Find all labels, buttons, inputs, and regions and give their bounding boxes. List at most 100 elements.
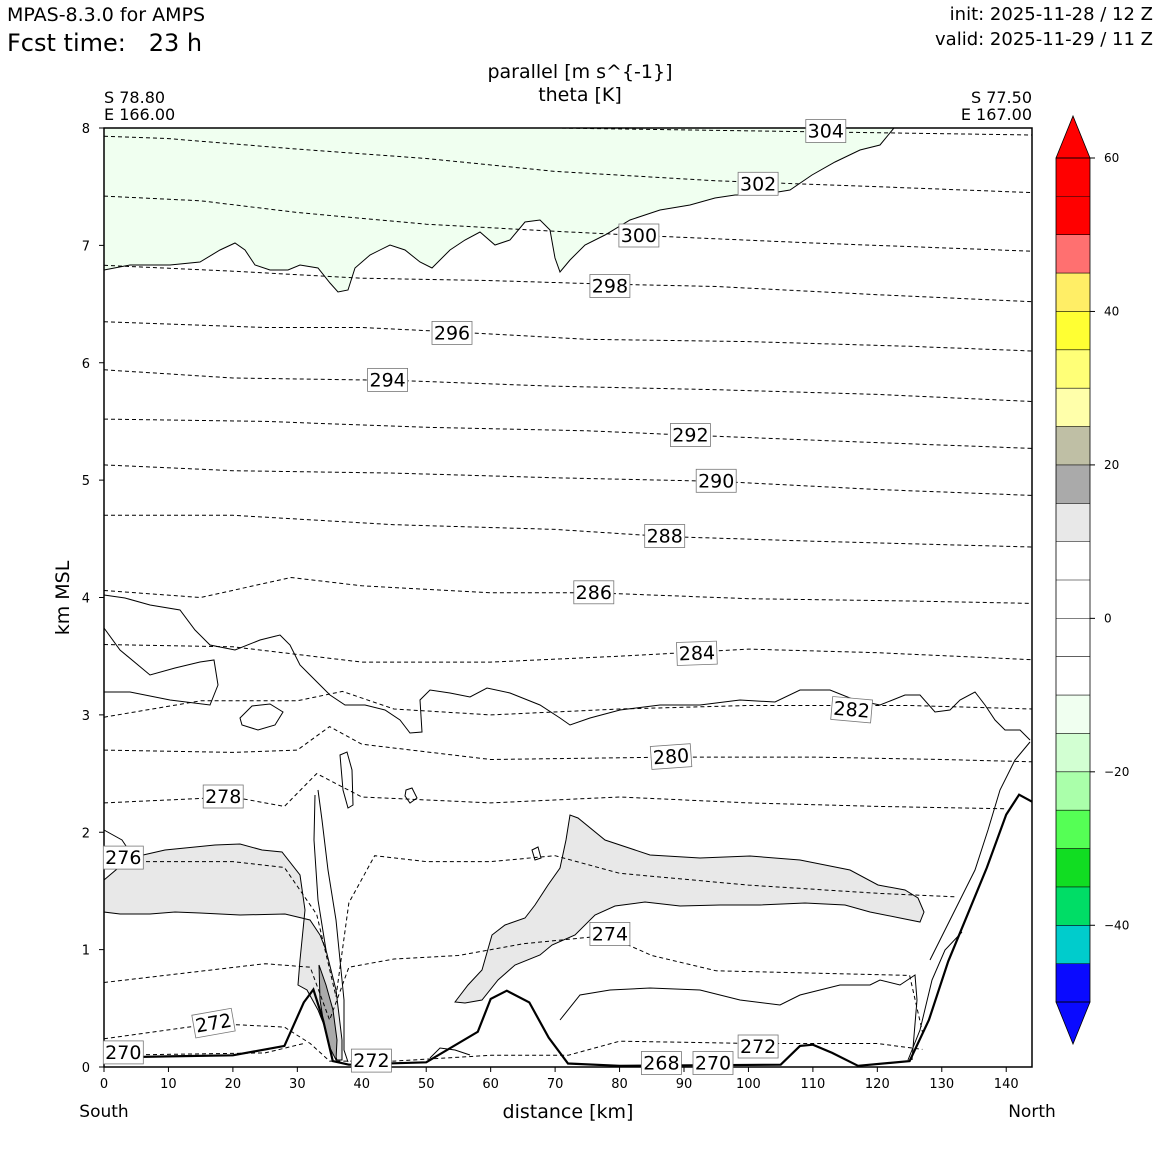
valid-time: valid: 2025-11-29 / 11 Z bbox=[935, 29, 1153, 50]
solid-contour-8 bbox=[317, 789, 349, 1063]
theta-label: 296 bbox=[431, 320, 473, 345]
theta-label-text: 298 bbox=[592, 276, 628, 298]
colorbar-segment bbox=[1056, 541, 1090, 580]
theta-label-text: 272 bbox=[740, 1036, 776, 1058]
theta-label: 278 bbox=[202, 784, 244, 809]
theta-label-text: 270 bbox=[105, 1042, 141, 1064]
theta-label-text: 286 bbox=[576, 582, 612, 604]
theta-label: 294 bbox=[367, 367, 409, 392]
solid-contour-1 bbox=[103, 594, 1031, 741]
shade-gray-left bbox=[103, 843, 343, 1061]
solid-contour-12 bbox=[907, 931, 963, 1061]
theta-line-276 bbox=[104, 855, 955, 997]
theta-label-text: 296 bbox=[434, 322, 470, 344]
theta-label: 288 bbox=[644, 524, 686, 548]
theta-label-box bbox=[737, 171, 779, 196]
theta-label-box bbox=[641, 1051, 682, 1075]
theta-label: 304 bbox=[805, 119, 847, 143]
theta-label-box bbox=[573, 580, 615, 605]
theta-label: 274 bbox=[589, 922, 631, 946]
solid-contour-5 bbox=[404, 787, 418, 804]
theta-contour-labels: 304 302 300 298 296 294 292 290 288 286 284 282 280 2… bbox=[102, 119, 874, 1075]
model-title: MPAS-8.3.0 for AMPS bbox=[7, 4, 206, 26]
theta-label: 282 bbox=[830, 696, 874, 724]
theta-label-box bbox=[737, 1034, 779, 1059]
x-axis-label: distance [km] bbox=[503, 1101, 634, 1123]
colorbar-segment bbox=[1056, 273, 1090, 312]
colorbar-segment bbox=[1056, 388, 1090, 427]
colorbar-tick-label: −20 bbox=[1104, 765, 1129, 779]
x-tick-label: 100 bbox=[736, 1077, 761, 1092]
y-tick-label: 4 bbox=[82, 592, 90, 607]
colorbar-segment bbox=[1056, 196, 1090, 235]
theta-label-text: 288 bbox=[647, 526, 683, 548]
colorbar-segment bbox=[1056, 963, 1090, 1002]
theta-label-text: 276 bbox=[105, 847, 141, 869]
colorbar-frame bbox=[1055, 157, 1091, 1003]
y-tick-label: 7 bbox=[82, 239, 90, 254]
theta-line-286 bbox=[103, 576, 1033, 604]
theta-label-text: 282 bbox=[833, 698, 871, 723]
shade-light-green-upper bbox=[103, 127, 896, 293]
colorbar-segment bbox=[1056, 503, 1090, 542]
theta-label: 300 bbox=[618, 223, 660, 248]
theta-label-box bbox=[644, 524, 686, 548]
colorbar-segment bbox=[1056, 349, 1090, 389]
theta-label-box bbox=[805, 119, 847, 143]
theta-label-text: 284 bbox=[678, 642, 715, 665]
north-label: North bbox=[1008, 1102, 1056, 1122]
theta-label-box bbox=[692, 1051, 734, 1075]
theta-label: 270 bbox=[102, 1040, 144, 1065]
theta-label: 302 bbox=[737, 171, 779, 196]
wind-shading bbox=[103, 127, 925, 1062]
x-tick-label: 50 bbox=[418, 1077, 435, 1092]
x-tick-label: 120 bbox=[865, 1077, 890, 1092]
theta-isentropes bbox=[103, 127, 1033, 1062]
theta-line-270 bbox=[103, 1043, 304, 1056]
theta-label-text: 304 bbox=[808, 121, 844, 143]
x-tick-label: 30 bbox=[289, 1077, 306, 1092]
theta-label: 298 bbox=[589, 274, 631, 298]
colorbar-segment bbox=[1056, 656, 1090, 696]
colorbar-tick-label: −40 bbox=[1104, 918, 1129, 932]
colorbar-tick-label: 20 bbox=[1104, 458, 1119, 472]
colorbar-segment bbox=[1056, 695, 1090, 734]
solid-contour-9 bbox=[313, 794, 327, 951]
theta-label-text: 294 bbox=[369, 369, 405, 391]
theta-label-box bbox=[676, 640, 718, 666]
axis-ticks: 0 10 20 30 40 50 60 70 80 90 100 110 120 130 140 0 1 2 3 4 5… bbox=[82, 122, 1019, 1092]
colorbar-segment bbox=[1056, 925, 1090, 964]
theta-label-text: 292 bbox=[672, 425, 708, 447]
theta-label-text: 300 bbox=[621, 225, 657, 247]
theta-label: 276 bbox=[102, 845, 144, 870]
colorbar-segment bbox=[1056, 234, 1090, 274]
x-tick-label: 40 bbox=[354, 1077, 371, 1092]
theta-label: 270 bbox=[692, 1051, 734, 1075]
theta-line-278 bbox=[103, 772, 1007, 810]
colorbar-tick-label: 40 bbox=[1104, 304, 1119, 318]
init-time: init: 2025-11-28 / 12 Z bbox=[949, 4, 1153, 25]
colorbar-segment bbox=[1056, 311, 1090, 350]
colorbar-segment bbox=[1056, 733, 1090, 772]
theta-label-text: 280 bbox=[652, 745, 690, 769]
terrain-line bbox=[103, 793, 1033, 1067]
theta-label-box bbox=[431, 320, 473, 345]
colorbar-segment bbox=[1056, 771, 1090, 811]
shade-gray-center bbox=[454, 814, 925, 1004]
theta-label: 286 bbox=[573, 580, 615, 605]
colorbar-under-arrow bbox=[1055, 1001, 1091, 1046]
solid-contour-2 bbox=[103, 627, 219, 706]
theta-line-300 bbox=[103, 195, 1033, 252]
south-label: South bbox=[79, 1102, 128, 1122]
theta-label: 290 bbox=[695, 468, 737, 493]
x-tick-label: 130 bbox=[929, 1077, 954, 1092]
forecast-time-label: Fcst time: bbox=[7, 29, 126, 57]
theta-label-box bbox=[102, 845, 144, 870]
colorbar-segment bbox=[1056, 886, 1090, 926]
right-endpoint-lat: S 77.50 bbox=[971, 88, 1032, 107]
theta-label-box bbox=[618, 223, 660, 248]
theta-line-298 bbox=[103, 264, 1033, 303]
x-tick-label: 110 bbox=[800, 1077, 825, 1092]
theta-label: 280 bbox=[649, 743, 693, 770]
y-tick-label: 0 bbox=[82, 1061, 90, 1076]
